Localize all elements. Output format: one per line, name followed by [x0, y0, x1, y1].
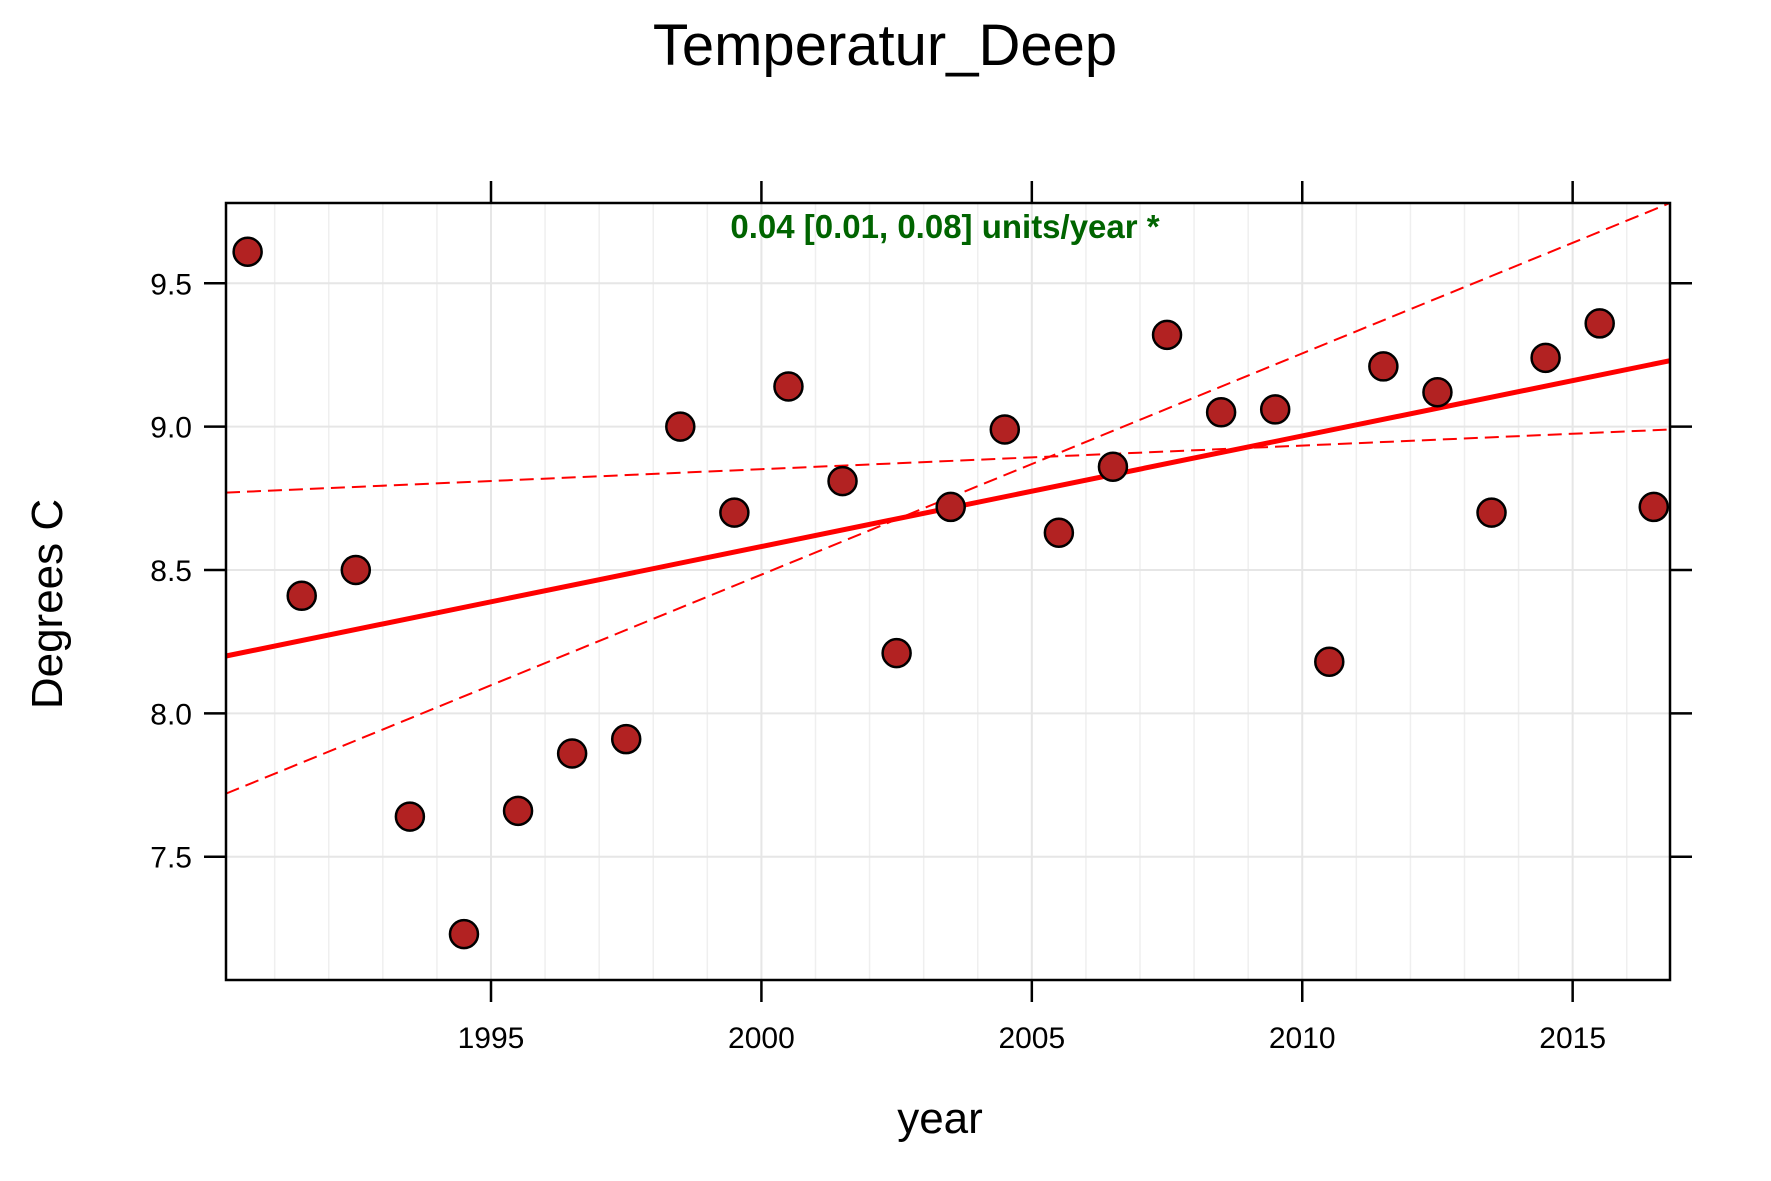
x-tick-label: 2005 — [998, 1022, 1065, 1055]
data-point — [989, 414, 1021, 445]
data-point — [340, 554, 372, 586]
x-tick-label: 2000 — [728, 1022, 795, 1055]
trend-annotation: 0.04 [0.01, 0.08] units/year * — [730, 208, 1159, 245]
data-point — [448, 918, 480, 950]
data-point — [935, 491, 966, 523]
data-points — [232, 236, 1670, 950]
data-point — [1584, 308, 1615, 339]
ticks: 1995 2000 2005 2010 2015 7.5 8.0 8.5 9.0 9.5 — [150, 181, 1692, 1055]
data-point — [232, 236, 263, 267]
y-tick-label: 9.5 — [150, 268, 192, 301]
axes — [224, 201, 1672, 982]
data-point — [610, 723, 642, 755]
data-point — [1043, 517, 1075, 548]
data-point — [827, 465, 858, 497]
plot-frame — [224, 201, 1672, 982]
x-tick-label: 2010 — [1269, 1022, 1336, 1055]
y-tick-label: 9.0 — [150, 412, 192, 445]
data-point — [1638, 491, 1670, 523]
grid — [226, 203, 1670, 980]
data-point — [1314, 646, 1345, 677]
y-tick-label: 8.5 — [150, 555, 192, 588]
data-point — [1151, 319, 1183, 351]
y-tick-label: 7.5 — [150, 842, 192, 875]
data-point — [286, 580, 317, 612]
data-point — [719, 497, 750, 528]
x-tick-label: 1995 — [458, 1022, 525, 1055]
y-tick-label: 8.0 — [150, 698, 192, 731]
data-point — [1259, 394, 1291, 425]
lower-ci-line — [225, 428, 1671, 494]
data-point — [665, 411, 696, 442]
data-point — [1097, 451, 1129, 483]
data-point — [773, 371, 804, 402]
x-axis-label: year — [897, 1094, 983, 1143]
x-tick-label: 2015 — [1539, 1022, 1606, 1055]
chart-title: Temperatur_Deep — [653, 13, 1117, 78]
data-point — [1476, 497, 1507, 528]
data-point — [1422, 376, 1453, 408]
data-point — [502, 795, 534, 827]
y-axis-label: Degrees C — [23, 499, 72, 709]
data-point — [1368, 351, 1399, 382]
data-point — [1530, 342, 1561, 374]
data-point — [556, 738, 588, 769]
data-point — [1205, 397, 1237, 428]
data-point — [394, 801, 426, 832]
data-point — [881, 637, 912, 669]
